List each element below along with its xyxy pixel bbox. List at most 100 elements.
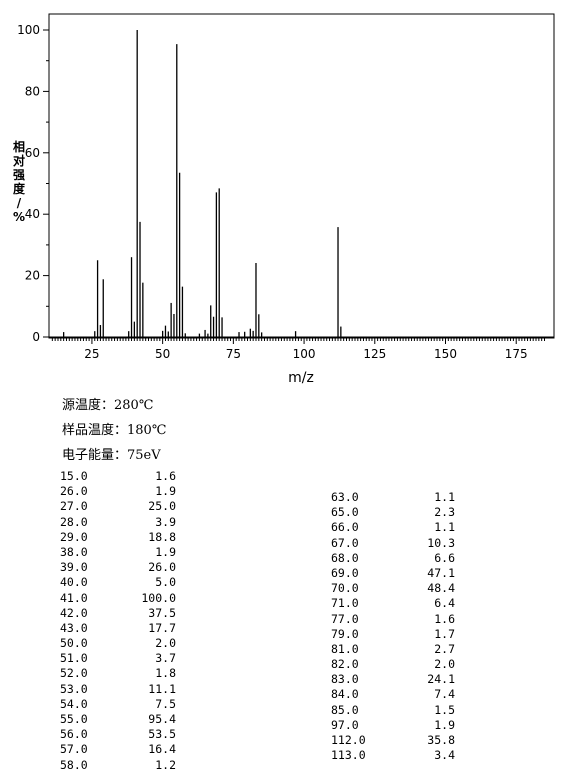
peak-table-row: 15.0 1.6 <box>60 469 176 484</box>
y-tick-label: 60 <box>25 146 40 160</box>
peak-abundance: 17.7 <box>148 620 176 635</box>
peak-table-row: 53.0 11.1 <box>60 682 176 697</box>
x-tick-label: 150 <box>434 347 457 361</box>
peak-abundance: 11.1 <box>148 681 176 696</box>
peak-abundance: 2.0 <box>434 657 455 672</box>
peak-abundance: 35.8 <box>427 733 455 747</box>
peak-mz: 38.0 <box>60 544 88 559</box>
peak-table-row: 68.0 6.6 <box>331 551 455 566</box>
peak-table-row: 43.0 17.7 <box>60 621 176 636</box>
y-tick-label: 100 <box>17 23 40 37</box>
peak-table-row: 27.0 25.0 <box>60 499 176 514</box>
y-axis-label-char: 对 <box>13 153 25 168</box>
peak-mz: 26.0 <box>60 484 88 499</box>
peak-table-row: 58.0 1.2 <box>60 758 176 773</box>
peak-mz: 55.0 <box>60 712 88 726</box>
peak-mz: 42.0 <box>60 605 88 620</box>
peak-table-row: 40.0 5.0 <box>60 575 176 590</box>
x-tick-label: 100 <box>293 347 316 361</box>
peak-abundance: 16.4 <box>148 742 176 757</box>
peak-table-row: 42.0 37.5 <box>60 606 176 621</box>
peak-table-row: 50.0 2.0 <box>60 636 176 651</box>
peak-table-row: 85.0 1.5 <box>331 703 455 718</box>
peak-table-row: 81.0 2.7 <box>331 642 455 657</box>
y-axis-label-char: % <box>13 210 25 224</box>
peak-abundance: 1.9 <box>155 484 176 499</box>
peak-table-row: 54.0 7.5 <box>60 697 176 712</box>
peak-abundance: 24.1 <box>427 672 455 687</box>
peak-mz: 65.0 <box>331 505 359 520</box>
mass-spectrum-chart: 25 50 75 100 125 150 175 0 20 40 60 80 100 m/z 相对强度/… <box>13 13 555 386</box>
y-tick-label: 80 <box>25 84 40 98</box>
peak-mz: 15.0 <box>60 469 88 483</box>
peak-abundance: 3.9 <box>155 514 176 529</box>
peak-table-row: 65.0 2.3 <box>331 505 455 520</box>
tick-labels: 25 50 75 100 125 150 175 0 20 40 60 80 100 <box>17 23 528 361</box>
peak-table-row: 82.0 2.0 <box>331 657 455 672</box>
peak-abundance: 1.9 <box>434 717 455 732</box>
sample-temperature: 样品温度：180℃ <box>62 419 166 438</box>
peak-mz: 56.0 <box>60 727 88 742</box>
peak-abundance: 48.4 <box>427 581 455 596</box>
peak-abundance: 1.5 <box>434 702 455 717</box>
y-axis-label: 相对强度/% <box>13 139 26 224</box>
peak-table-row: 84.0 7.4 <box>331 687 455 702</box>
peak-abundance: 100.0 <box>141 590 176 605</box>
sample-temperature-label: 样品温度： <box>62 423 128 438</box>
peak-abundance: 7.4 <box>434 687 455 702</box>
y-axis-label-char: 强 <box>13 168 25 182</box>
plot-frame <box>48 13 555 339</box>
peak-table-row: 29.0 18.8 <box>60 530 176 545</box>
peak-mz: 29.0 <box>60 529 88 544</box>
peak-mz: 66.0 <box>331 520 359 535</box>
peak-abundance: 5.0 <box>155 575 176 590</box>
peak-mz: 67.0 <box>331 535 359 550</box>
peak-mz: 68.0 <box>331 550 359 565</box>
peak-abundance: 1.8 <box>155 666 176 681</box>
peak-abundance: 95.4 <box>148 712 176 726</box>
peak-table-row: 51.0 3.7 <box>60 651 176 666</box>
peak-table-row: 71.0 6.4 <box>331 596 455 611</box>
x-tick-label: 125 <box>363 347 386 361</box>
peak-table-row: 83.0 24.1 <box>331 672 455 687</box>
peak-abundance: 1.6 <box>155 469 176 483</box>
peak-table-row: 55.0 95.4 <box>60 712 176 727</box>
peak-abundance: 3.4 <box>434 748 455 763</box>
peak-mz: 69.0 <box>331 565 359 580</box>
peak-table-row: 67.0 10.3 <box>331 536 455 551</box>
peak-mz: 43.0 <box>60 620 88 635</box>
peak-mz: 85.0 <box>331 702 359 717</box>
peak-mz: 63.0 <box>331 490 359 504</box>
peak-mz: 50.0 <box>60 636 88 651</box>
peak-table-row: 70.0 48.4 <box>331 581 455 596</box>
peak-abundance: 1.6 <box>434 611 455 626</box>
peak-mz: 41.0 <box>60 590 88 605</box>
y-axis-label-char: / <box>17 196 22 210</box>
peak-abundance: 6.4 <box>434 596 455 611</box>
peak-mz: 83.0 <box>331 672 359 687</box>
y-tick-label: 40 <box>25 207 40 221</box>
peak-table-row: 79.0 1.7 <box>331 627 455 642</box>
peak-mz: 70.0 <box>331 581 359 596</box>
peak-table-row: 69.0 47.1 <box>331 566 455 581</box>
peak-table-row: 26.0 1.9 <box>60 484 176 499</box>
peak-mz: 28.0 <box>60 514 88 529</box>
peak-table-row: 57.0 16.4 <box>60 742 176 757</box>
axis-ticks <box>43 29 545 344</box>
peak-mz: 77.0 <box>331 611 359 626</box>
sample-temperature-value: 180℃ <box>127 423 167 438</box>
x-tick-label: 50 <box>155 347 170 361</box>
peak-table-row: 63.0 1.1 <box>331 490 455 505</box>
peak-table-row: 38.0 1.9 <box>60 545 176 560</box>
peak-abundance: 6.6 <box>434 550 455 565</box>
peak-table-row: 56.0 53.5 <box>60 727 176 742</box>
peak-table-row: 77.0 1.6 <box>331 612 455 627</box>
x-tick-label: 175 <box>505 347 528 361</box>
peak-abundance: 47.1 <box>427 565 455 580</box>
peak-table-row: 41.0 100.0 <box>60 591 176 606</box>
peak-abundance: 26.0 <box>148 560 176 575</box>
peak-mz: 57.0 <box>60 742 88 757</box>
peak-abundance: 37.5 <box>148 605 176 620</box>
x-axis-label: m/z <box>288 370 314 386</box>
peak-mz: 40.0 <box>60 575 88 590</box>
